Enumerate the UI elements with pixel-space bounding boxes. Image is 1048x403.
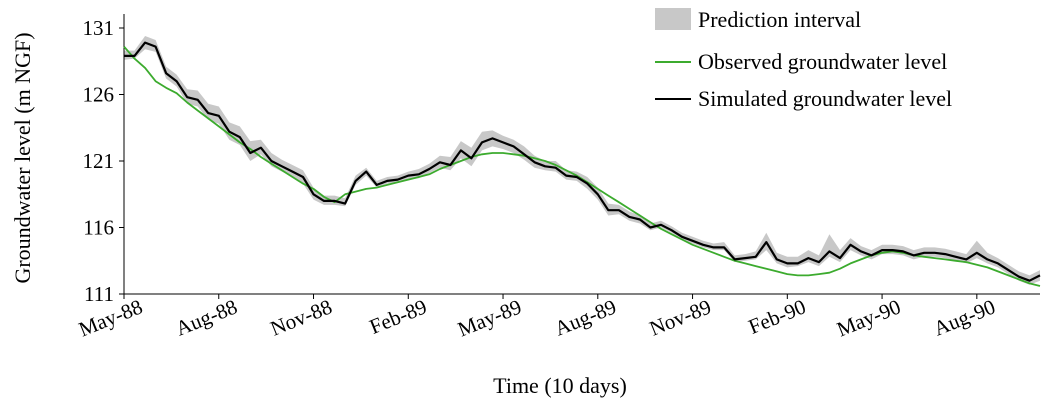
legend-label-simulated: Simulated groundwater level xyxy=(698,86,952,111)
legend-label-prediction-interval: Prediction interval xyxy=(698,7,861,32)
x-tick-label: May-90 xyxy=(833,294,904,341)
legend-swatch-prediction-interval xyxy=(655,8,691,30)
x-tick-label: Aug-89 xyxy=(551,294,619,340)
x-tick-label: Nov-89 xyxy=(646,294,714,340)
x-tick-label: May-89 xyxy=(454,294,525,341)
y-tick-label: 126 xyxy=(83,83,115,107)
x-axis-title: Time (10 days) xyxy=(493,373,627,398)
series-layer xyxy=(123,41,1041,287)
y-tick-label: 111 xyxy=(84,282,114,306)
x-tick-label: Feb-90 xyxy=(745,294,809,339)
y-tick-label: 121 xyxy=(83,149,115,173)
legend: Prediction interval Observed groundwater… xyxy=(655,7,952,111)
y-tick-label: 131 xyxy=(83,16,115,40)
simulated-line xyxy=(124,41,1041,282)
y-tick-label: 116 xyxy=(83,216,114,240)
legend-label-observed: Observed groundwater level xyxy=(698,49,947,74)
x-tick-label: Feb-89 xyxy=(366,294,430,339)
x-tick-label: Aug-88 xyxy=(172,294,240,340)
observed-line xyxy=(123,46,1041,287)
x-tick-label: Nov-88 xyxy=(267,294,335,340)
x-tick-label: Aug-90 xyxy=(930,294,998,340)
y-axis-title: Groundwater level (m NGF) xyxy=(10,32,35,283)
